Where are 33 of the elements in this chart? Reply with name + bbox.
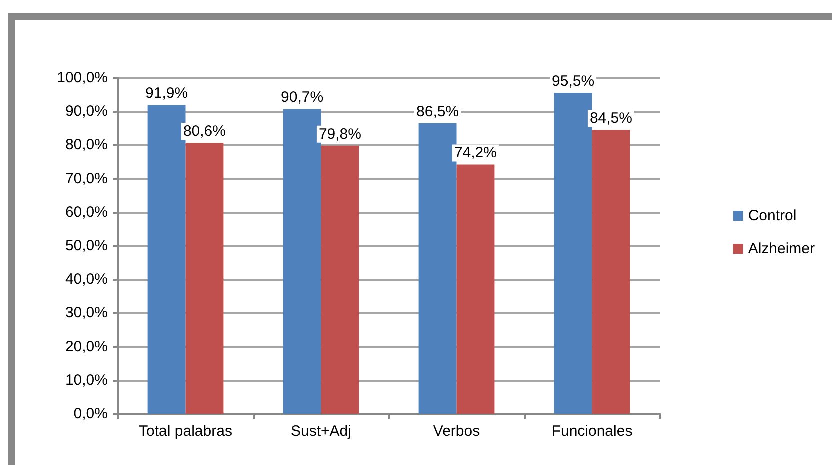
y-tick-label: 70,0% — [65, 170, 108, 188]
legend-label: Control — [748, 208, 797, 224]
bar — [321, 146, 360, 414]
y-tick-label: 40,0% — [65, 271, 108, 288]
x-tick-label: Sust+Adj — [291, 423, 352, 440]
y-tick-label: 90,0% — [65, 103, 108, 120]
bar — [186, 143, 224, 414]
bar — [456, 164, 495, 414]
data-label: 91,9% — [146, 85, 188, 102]
y-tick-label: 50,0% — [65, 238, 108, 254]
bar — [283, 109, 322, 414]
legend-label: Alzheimer — [748, 240, 816, 258]
data-label: 84,5% — [590, 110, 632, 128]
y-tick-label: 0,0% — [74, 406, 108, 422]
data-label: 74,2% — [454, 144, 497, 162]
data-label: 79,8% — [318, 126, 362, 143]
x-tick-label: Verbos — [433, 423, 480, 440]
data-label: 86,5% — [416, 103, 460, 120]
y-tick-label: 80,0% — [65, 136, 108, 154]
data-label: 90,7% — [281, 89, 324, 106]
x-tick-label: Total palabras — [139, 423, 232, 440]
bar — [418, 123, 457, 414]
bar — [554, 93, 592, 414]
data-label: 95,5% — [552, 73, 595, 90]
y-tick-label: 60,0% — [65, 204, 108, 221]
y-tick-label: 10,0% — [65, 372, 108, 389]
bar — [148, 105, 186, 414]
data-label: 80,6% — [183, 123, 226, 140]
y-tick-label: 30,0% — [65, 304, 108, 322]
y-tick-label: 100,0% — [57, 70, 108, 86]
y-tick-label: 20,0% — [65, 338, 108, 356]
bar — [592, 130, 630, 414]
x-tick-label: Funcionales — [552, 423, 633, 440]
